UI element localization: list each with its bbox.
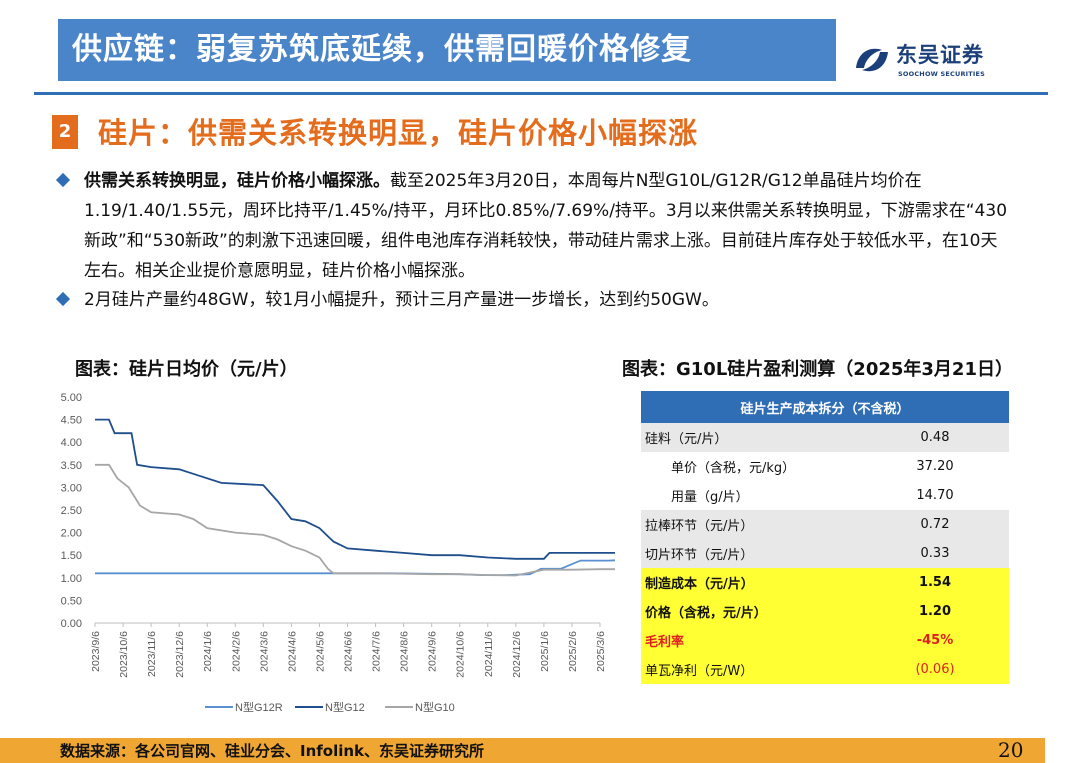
y-tick-label: 5.00: [61, 392, 82, 404]
footer-source: 数据来源：各公司官网、硅业分会、Infolink、东吴证券研究所: [60, 742, 485, 760]
cost-row-value: 1.54: [861, 568, 1009, 597]
price-chart-svg: 0.00 0.50 1.00 1.50 2.00 2.50 3.00 3.50 4.00 4.50…: [61, 392, 615, 714]
series-line-1: [95, 418, 615, 560]
y-tick-label: 2.50: [61, 505, 82, 517]
logo-mark-icon: [856, 48, 888, 72]
cost-table-row: 硅料（元/片） 0.48: [641, 423, 1009, 452]
x-tick-label: 2024/6/6: [343, 631, 355, 672]
cost-table-row: 价格（含税，元/片） 1.20: [641, 597, 1009, 626]
x-tick-label: 2024/7/6: [371, 631, 383, 672]
cost-table-header: 硅片生产成本拆分（不含税）: [641, 391, 1009, 423]
section-number: 2: [52, 115, 78, 149]
x-tick-label: 2023/10/6: [118, 631, 130, 678]
price-chart: 0.00 0.50 1.00 1.50 2.00 2.50 3.00 3.50 4.00 4.50…: [55, 385, 615, 725]
cost-row-value: (0.06): [861, 655, 1009, 684]
cost-table: 硅片生产成本拆分（不含税） 硅料（元/片） 0.48 单价（含税，元/kg） 37.2…: [641, 391, 1009, 684]
cost-row-label: 单瓦净利（元/W）: [641, 655, 861, 684]
y-tick-label: 3.50: [61, 460, 82, 472]
cost-row-label: 价格（含税，元/片）: [641, 597, 861, 626]
cost-table-row: 切片环节（元/片） 0.33: [641, 539, 1009, 568]
bullet-1: 供需关系转换明显，硅片价格小幅探涨。截至2025年3月20日，本周每片N型G10…: [55, 166, 1008, 286]
cost-table-row: 单瓦净利（元/W） (0.06): [641, 655, 1009, 684]
cost-table-body: 硅料（元/片） 0.48 单价（含税，元/kg） 37.20 用量（g/片） 14.70 拉…: [641, 423, 1009, 684]
bullet-1-bold: 供需关系转换明显，硅片价格小幅探涨。: [84, 171, 390, 191]
cost-row-value: 1.20: [861, 597, 1009, 626]
cost-row-label: 单价（含税，元/kg）: [641, 452, 861, 481]
cost-table-row: 制造成本（元/片） 1.54: [641, 568, 1009, 597]
section-title: 硅片：供需关系转换明显，硅片价格小幅探涨: [98, 116, 699, 150]
x-tick-label: 2025/3/6: [595, 631, 607, 672]
header-rule: [34, 92, 1048, 95]
cost-row-value: 14.70: [861, 481, 1009, 510]
x-tick-label: 2024/9/6: [427, 631, 439, 672]
logo-en-text: SOOCHOW SECURITIES: [898, 70, 986, 78]
y-tick-label: 2.00: [61, 528, 82, 540]
y-tick-label: 1.50: [61, 550, 82, 562]
y-tick-label: 3.00: [61, 482, 82, 494]
x-tick-label: 2025/2/6: [567, 631, 579, 672]
cost-row-label: 切片环节（元/片）: [641, 539, 861, 568]
x-tick-label: 2024/3/6: [258, 631, 270, 672]
table-caption: 图表：G10L硅片盈利测算（2025年3月21日）: [622, 359, 1013, 380]
legend-label: N型G10: [415, 700, 455, 714]
cost-table-row: 拉棒环节（元/片） 0.72: [641, 510, 1009, 539]
chart-caption: 图表：硅片日均价（元/片）: [75, 359, 298, 380]
y-tick-label: 0.00: [61, 618, 82, 630]
page-title: 供应链：弱复苏筑底延续，供需回暖价格修复: [72, 32, 692, 67]
x-tick-label: 2025/1/6: [539, 631, 551, 672]
cost-row-value: 37.20: [861, 452, 1009, 481]
cost-row-value: -45%: [861, 626, 1009, 655]
cost-row-value: 0.48: [861, 423, 1009, 452]
cost-table-row: 毛利率 -45%: [641, 626, 1009, 655]
x-tick-label: 2023/9/6: [90, 631, 102, 672]
x-tick-label: 2024/2/6: [230, 631, 242, 672]
x-tick-label: 2024/1/6: [202, 631, 214, 672]
cost-row-label: 拉棒环节（元/片）: [641, 510, 861, 539]
x-tick-label: 2024/12/6: [511, 631, 523, 678]
x-tick-label: 2023/11/6: [146, 631, 158, 677]
cost-row-label: 用量（g/片）: [641, 481, 861, 510]
y-tick-label: 1.00: [61, 573, 82, 585]
x-tick-label: 2024/4/6: [286, 631, 298, 672]
logo-cn-text: 东吴证券: [896, 43, 984, 67]
x-tick-label: 2024/8/6: [399, 631, 411, 672]
footer-band: [0, 738, 1045, 763]
cost-row-value: 0.33: [861, 539, 1009, 568]
bullet-1-text: 截至2025年3月20日，本周每片N型G10L/G12R/G12单晶硅片均价在1…: [84, 171, 1008, 281]
legend-label: N型G12R: [235, 700, 283, 714]
diamond-bullet-icon: [55, 291, 71, 307]
company-logo: 东吴证券 SOOCHOW SECURITIES: [852, 42, 1002, 82]
page-number: 20: [998, 738, 1024, 762]
y-tick-label: 4.50: [61, 415, 82, 427]
y-tick-label: 4.00: [61, 437, 82, 449]
cost-row-label: 毛利率: [641, 626, 861, 655]
title-band: [58, 19, 836, 81]
diamond-bullet-icon: [55, 172, 71, 188]
series-line-2: [95, 463, 615, 577]
x-tick-label: 2023/12/6: [174, 631, 186, 678]
bullet-2: 2月硅片产量约48GW，较1月小幅提升，预计三月产量进一步增长，达到约50GW。: [55, 285, 1008, 315]
x-tick-label: 2024/11/6: [483, 631, 495, 677]
cost-table-row: 单价（含税，元/kg） 37.20: [641, 452, 1009, 481]
legend-label: N型G12: [325, 700, 365, 714]
cost-row-label: 硅料（元/片）: [641, 423, 861, 452]
cost-row-label: 制造成本（元/片）: [641, 568, 861, 597]
y-tick-label: 0.50: [61, 595, 82, 607]
cost-table-row: 用量（g/片） 14.70: [641, 481, 1009, 510]
cost-row-value: 0.72: [861, 510, 1009, 539]
x-tick-label: 2024/10/6: [455, 631, 467, 678]
bullet-2-text: 2月硅片产量约48GW，较1月小幅提升，预计三月产量进一步增长，达到约50GW。: [84, 290, 719, 310]
x-tick-label: 2024/5/6: [314, 631, 326, 672]
